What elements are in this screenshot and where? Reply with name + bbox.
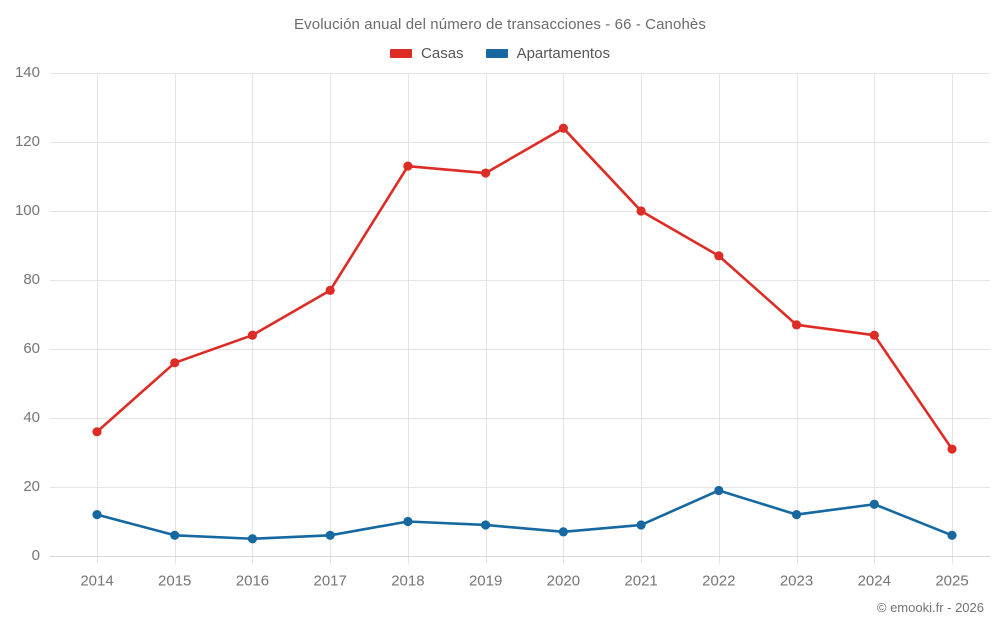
data-point-apartamentos-2024[interactable] bbox=[869, 499, 879, 509]
series-line-apartamentos bbox=[95, 489, 954, 541]
y-tick-label: 0 bbox=[32, 547, 40, 564]
data-point-casas-2024[interactable] bbox=[869, 330, 879, 340]
data-point-apartamentos-2021[interactable] bbox=[636, 520, 646, 530]
grid-layer bbox=[50, 73, 990, 564]
data-point-casas-2019[interactable] bbox=[481, 168, 491, 178]
x-tick-label: 2023 bbox=[780, 572, 813, 589]
x-tick-label: 2018 bbox=[391, 572, 424, 589]
data-point-apartamentos-2019[interactable] bbox=[481, 520, 491, 530]
y-tick-label: 60 bbox=[23, 340, 40, 357]
data-point-apartamentos-2017[interactable] bbox=[325, 530, 335, 540]
data-point-apartamentos-2022[interactable] bbox=[714, 485, 724, 496]
chart-title: Evolución anual del número de transaccio… bbox=[294, 16, 706, 33]
x-tick-label: 2017 bbox=[313, 572, 346, 589]
data-point-apartamentos-2020[interactable] bbox=[558, 527, 568, 537]
y-axis-tick-labels: 0 20 40 60 80 100 120 140 bbox=[15, 64, 40, 564]
legend-swatch-casas bbox=[390, 49, 413, 58]
y-tick-label: 20 bbox=[23, 478, 40, 495]
legend-label-casas: Casas bbox=[421, 45, 464, 62]
data-point-apartamentos-2014[interactable] bbox=[92, 509, 102, 520]
data-point-casas-2015[interactable] bbox=[170, 358, 180, 368]
data-point-apartamentos-2015[interactable] bbox=[170, 530, 180, 540]
data-point-apartamentos-2023[interactable] bbox=[791, 509, 802, 520]
copyright-credit: © emooki.fr - 2026 bbox=[876, 600, 984, 615]
y-tick-label: 120 bbox=[15, 133, 40, 150]
data-point-apartamentos-2018[interactable] bbox=[403, 516, 413, 527]
data-point-apartamentos-2016[interactable] bbox=[247, 534, 258, 544]
y-tick-label: 40 bbox=[23, 409, 40, 426]
x-tick-label: 2025 bbox=[935, 572, 968, 589]
chart-legend: Casas Apartamentos bbox=[0, 45, 1000, 62]
x-axis-tick-labels: 2014 2015 2016 2017 2018 2019 2020 2021 2022 2023… bbox=[80, 572, 968, 589]
legend-item-casas[interactable]: Casas bbox=[390, 45, 464, 62]
legend-item-apartamentos[interactable]: Apartamentos bbox=[485, 45, 610, 62]
data-point-casas-2014[interactable] bbox=[92, 427, 102, 437]
data-point-casas-2020[interactable] bbox=[558, 123, 568, 133]
x-tick-label: 2019 bbox=[469, 572, 502, 589]
x-tick-label: 2024 bbox=[858, 572, 891, 589]
x-tick-label: 2022 bbox=[702, 572, 735, 589]
x-tick-label: 2021 bbox=[624, 572, 657, 589]
data-point-casas-2023[interactable] bbox=[791, 320, 802, 330]
data-point-apartamentos-2025[interactable] bbox=[947, 530, 957, 540]
data-point-casas-2021[interactable] bbox=[636, 206, 646, 216]
series-line-casas bbox=[95, 126, 954, 451]
legend-label-apartamentos: Apartamentos bbox=[516, 45, 610, 62]
legend-swatch-apartamentos bbox=[485, 49, 508, 58]
y-tick-label: 80 bbox=[23, 271, 40, 288]
x-tick-label: 2020 bbox=[547, 572, 580, 589]
data-point-casas-2016[interactable] bbox=[247, 330, 258, 340]
x-tick-label: 2016 bbox=[236, 572, 269, 589]
y-tick-label: 140 bbox=[15, 64, 40, 81]
y-tick-label: 100 bbox=[15, 202, 40, 219]
data-point-casas-2025[interactable] bbox=[947, 444, 957, 454]
series-layer bbox=[92, 123, 957, 544]
x-tick-label: 2014 bbox=[80, 572, 113, 589]
data-point-casas-2022[interactable] bbox=[714, 251, 724, 261]
x-tick-label: 2015 bbox=[158, 572, 191, 589]
data-point-casas-2018[interactable] bbox=[403, 161, 413, 171]
data-point-casas-2017[interactable] bbox=[325, 285, 335, 295]
